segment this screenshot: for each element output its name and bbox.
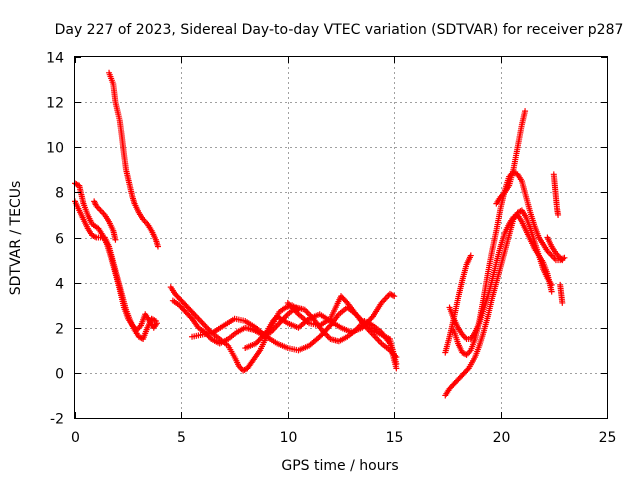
- data-points: [72, 69, 568, 399]
- series-track-9: [284, 293, 400, 367]
- x-tick-label: 10: [280, 430, 298, 446]
- series-track-17: [557, 281, 566, 306]
- y-axis-label: SDTVAR / TECUs: [8, 181, 24, 296]
- series-track-4: [106, 69, 161, 250]
- y-tick-label: 10: [46, 141, 64, 157]
- data-point: [464, 366, 471, 373]
- data-point: [555, 211, 562, 218]
- series-track-3: [91, 198, 119, 243]
- data-point: [522, 108, 529, 115]
- data-point: [467, 252, 474, 259]
- axis-ticks: 0 5 10 15 20 25 -2 0 2 4 6 8 10 12 14: [46, 51, 616, 447]
- data-point: [393, 360, 400, 367]
- series-track-2: [72, 198, 159, 343]
- data-point: [152, 317, 159, 324]
- y-tick-label: 2: [55, 322, 64, 338]
- y-tick-label: 0: [55, 367, 64, 383]
- series-track-14: [493, 108, 529, 207]
- data-point: [548, 288, 555, 295]
- x-tick-label: 20: [493, 430, 511, 446]
- y-tick-label: 12: [46, 96, 64, 112]
- plot-frame: [74, 56, 608, 419]
- series-track-15: [544, 234, 566, 264]
- y-tick-label: 8: [55, 186, 64, 202]
- data-point: [559, 257, 566, 264]
- y-tick-label: -2: [50, 412, 64, 428]
- data-point: [391, 293, 398, 300]
- data-point: [112, 236, 119, 243]
- y-tick-label: 6: [55, 232, 64, 248]
- chart-title: Day 227 of 2023, Sidereal Day-to-day VTE…: [55, 22, 624, 38]
- data-point: [558, 255, 565, 262]
- series-track-16: [550, 171, 562, 218]
- data-point: [154, 243, 161, 250]
- x-tick-label: 15: [386, 430, 404, 446]
- x-tick-label: 25: [599, 430, 617, 446]
- y-tick-label: 4: [55, 277, 64, 293]
- x-tick-label: 0: [71, 430, 80, 446]
- y-tick-label: 14: [46, 51, 64, 67]
- x-axis-label: GPS time / hours: [281, 458, 398, 474]
- data-point: [189, 309, 196, 316]
- data-point: [559, 299, 566, 306]
- gridlines: [75, 57, 607, 418]
- x-tick-label: 5: [177, 430, 186, 446]
